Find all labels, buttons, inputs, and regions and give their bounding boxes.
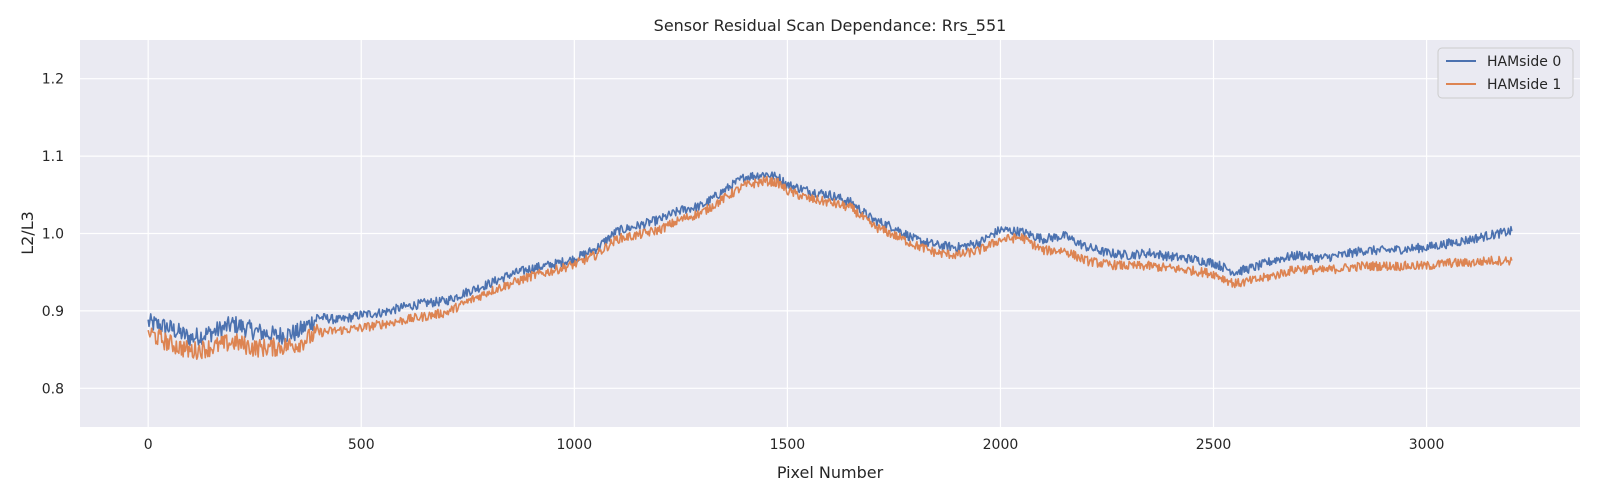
y-tick-label: 1.1 [42, 149, 64, 165]
legend: HAMside 0 HAMside 1 [1437, 47, 1574, 99]
y-tick-label: 1.0 [42, 227, 64, 243]
y-tick-label: 0.8 [42, 381, 64, 397]
x-tick-label: 2000 [983, 437, 1019, 453]
x-tick-label: 2500 [1196, 437, 1232, 453]
y-tick-label: 0.9 [42, 304, 64, 320]
series-line-hamside-1 [147, 175, 1513, 360]
x-tick-label: 500 [348, 437, 375, 453]
y-tick-label: 1.2 [42, 72, 64, 88]
series-line-hamside-0 [147, 171, 1513, 346]
chart-title: Sensor Residual Scan Dependance: Rrs_551 [654, 16, 1007, 36]
gridlines [80, 40, 1580, 427]
y-tick-labels: 0.8 0.9 1.0 1.1 1.2 [42, 72, 64, 398]
series-layer [147, 171, 1513, 360]
legend-label-hamside-0: HAMside 0 [1487, 54, 1561, 70]
x-tick-label: 1000 [556, 437, 592, 453]
x-axis-title: Pixel Number [777, 463, 884, 482]
x-tick-label: 0 [144, 437, 153, 453]
x-tick-label: 1500 [770, 437, 806, 453]
y-axis-title: L2/L3 [18, 211, 37, 255]
legend-label-hamside-1: HAMside 1 [1487, 77, 1561, 93]
x-tick-labels: 0 500 1000 1500 2000 2500 3000 [144, 437, 1445, 453]
x-tick-label: 3000 [1409, 437, 1445, 453]
